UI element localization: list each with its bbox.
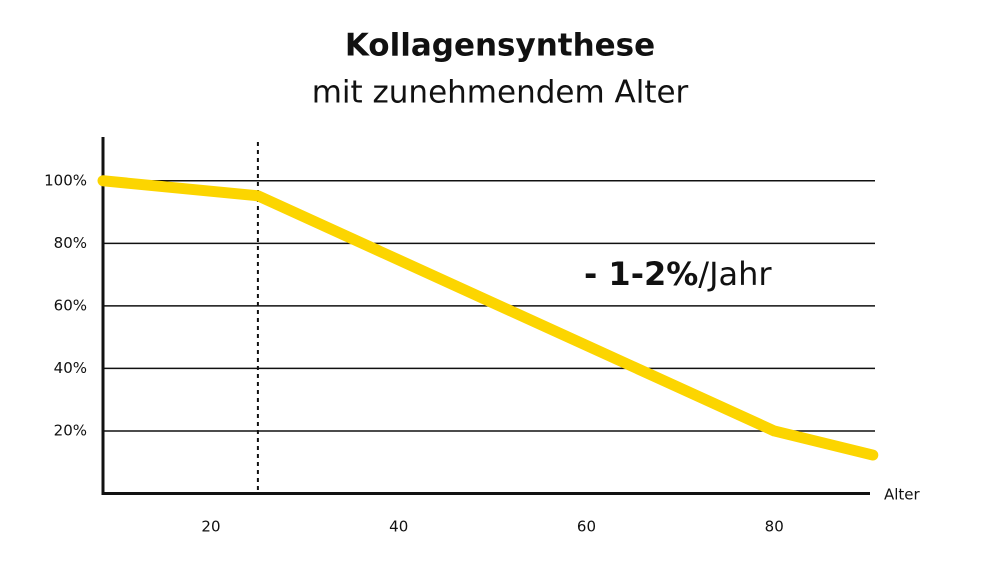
x-tick-label: 60 <box>577 518 596 536</box>
x-tick-label: 80 <box>765 518 784 536</box>
chart-subtitle: mit zunehmendem Alter <box>312 75 689 111</box>
chart-title: Kollagensynthese <box>345 28 655 64</box>
x-tick-label: 40 <box>389 518 408 536</box>
data-line <box>97 175 879 461</box>
x-tick-label: 20 <box>201 518 220 536</box>
y-tick-label: 60% <box>54 296 87 314</box>
y-tick-label: 80% <box>54 234 87 252</box>
annotation-rest: /Jahr <box>698 255 772 293</box>
x-axis-label: Alter <box>884 486 921 504</box>
y-tick-label: 40% <box>54 359 87 377</box>
annotation: - 1-2%/Jahr <box>584 255 772 293</box>
annotation-strong: - 1-2% <box>584 255 698 293</box>
y-tick-label: 20% <box>54 421 87 439</box>
y-tick-label: 100% <box>44 171 87 189</box>
